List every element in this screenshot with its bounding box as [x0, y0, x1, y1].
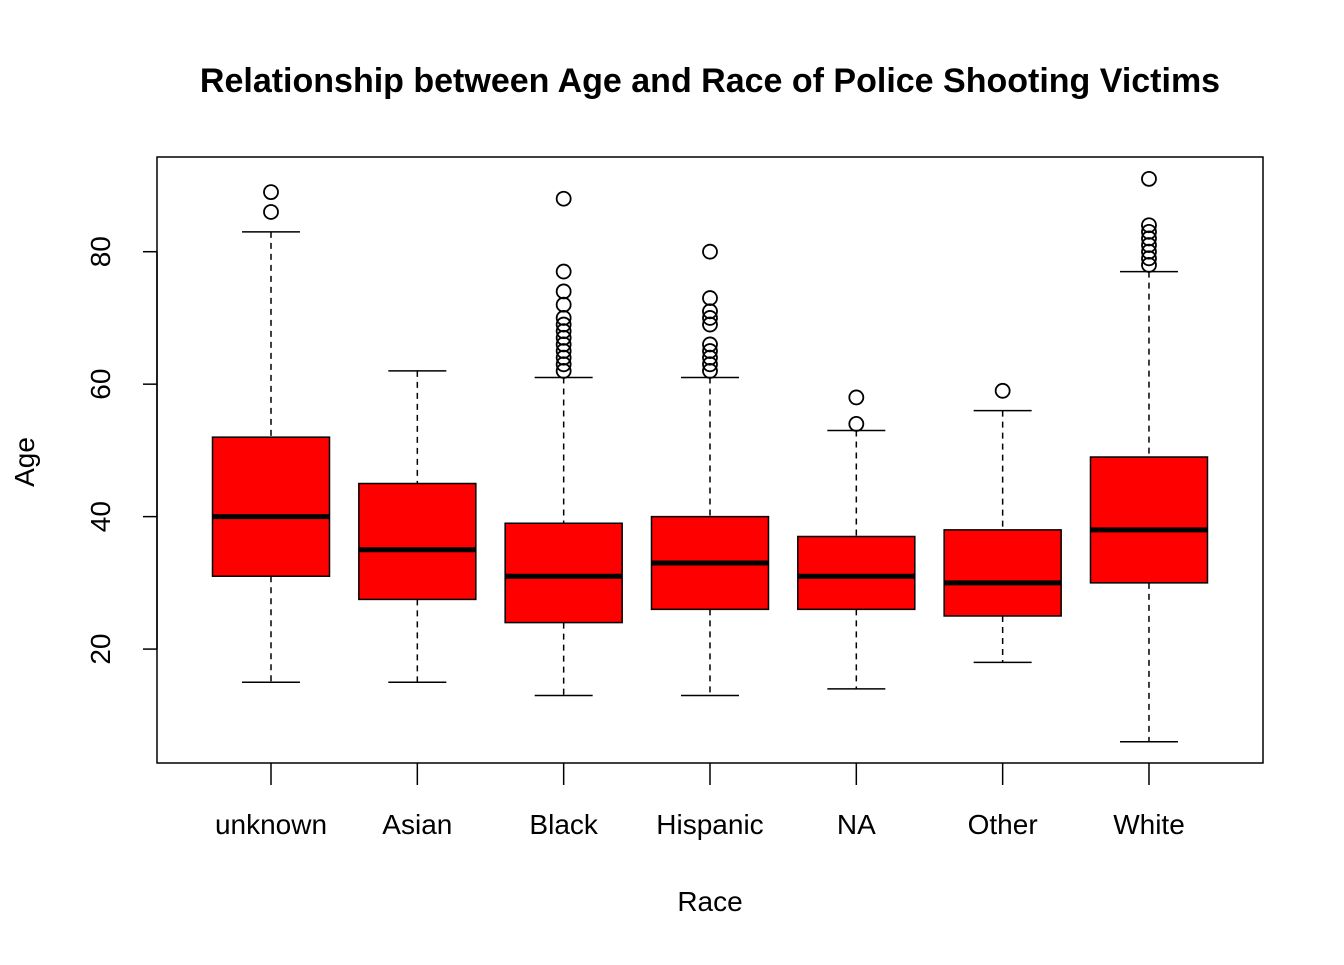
outlier-point	[1141, 217, 1157, 234]
box-group-other	[943, 382, 1062, 664]
box-group-unknown	[211, 184, 331, 683]
x-tick-label-na: NA	[837, 809, 876, 840]
box-group-black	[504, 190, 623, 697]
chart-title: Relationship between Age and Race of Pol…	[200, 62, 1220, 100]
x-tick-label-hispanic: Hispanic	[656, 809, 763, 840]
boxes-layer	[211, 170, 1209, 743]
box-group-white	[1089, 170, 1209, 743]
outlier-point	[702, 310, 718, 326]
outlier-point	[1141, 223, 1157, 240]
outlier-point	[702, 243, 718, 260]
y-axis-title: Age	[9, 437, 40, 487]
outlier-point	[1141, 170, 1157, 187]
x-axis: unknown Asian Black Hispanic NA Other White	[215, 763, 1185, 840]
y-tick-label: 60	[85, 369, 116, 400]
outlier-point	[555, 296, 572, 313]
x-tick-label-unknown: unknown	[215, 809, 327, 840]
x-tick-label-white: White	[1113, 809, 1185, 840]
outlier-point	[555, 263, 572, 280]
outlier-point	[555, 283, 572, 300]
outlier-point	[263, 184, 279, 201]
outlier-point	[263, 204, 279, 220]
x-tick-label-asian: Asian	[382, 809, 452, 840]
outlier-point	[994, 382, 1011, 399]
box-group-na	[797, 389, 916, 690]
y-tick-label: 80	[85, 236, 116, 267]
outlier-point	[555, 316, 572, 333]
x-axis-title: Race	[677, 886, 742, 917]
iqr-box	[943, 529, 1062, 617]
iqr-box	[358, 482, 477, 601]
outlier-point	[848, 389, 865, 406]
box-group-asian	[358, 370, 477, 683]
y-axis: 20 40 60 80	[85, 236, 158, 665]
outlier-point	[702, 336, 718, 353]
iqr-box	[1089, 456, 1209, 584]
y-tick-label: 40	[85, 501, 116, 532]
outlier-point	[848, 416, 865, 432]
box-group-hispanic	[650, 243, 770, 697]
iqr-box	[797, 535, 916, 611]
x-tick-label-black: Black	[529, 809, 598, 840]
iqr-box	[504, 522, 623, 624]
y-tick-label: 20	[85, 634, 116, 665]
outlier-point	[555, 190, 572, 207]
outlier-point	[702, 343, 718, 359]
iqr-box	[211, 436, 331, 577]
outlier-point	[702, 290, 718, 306]
x-tick-label-other: Other	[968, 809, 1038, 840]
